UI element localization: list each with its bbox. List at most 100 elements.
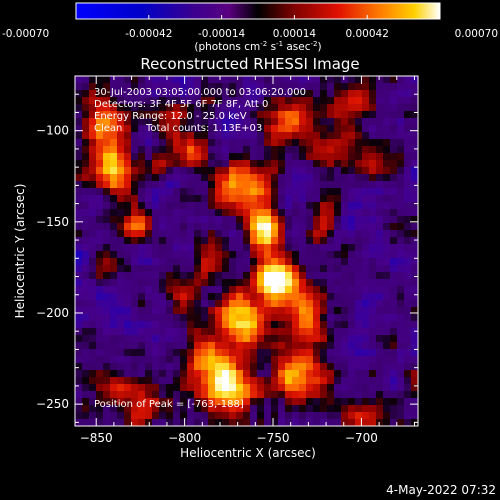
heatmap-cell <box>278 377 286 385</box>
heatmap-cell <box>166 286 174 294</box>
heatmap-cell <box>292 363 300 371</box>
heatmap-cell <box>131 118 139 126</box>
heatmap-cell <box>103 97 111 105</box>
heatmap-cell <box>138 76 146 84</box>
heatmap-cell <box>306 97 314 105</box>
heatmap-cell <box>89 90 97 98</box>
heatmap-cell <box>243 118 251 126</box>
heatmap-cell <box>292 328 300 336</box>
heatmap-cell <box>355 398 363 406</box>
heatmap-cell <box>208 125 216 133</box>
heatmap-cell <box>124 83 132 91</box>
heatmap-cell <box>264 111 272 119</box>
heatmap-cell <box>166 279 174 287</box>
heatmap-cell <box>264 146 272 154</box>
heatmap-cell <box>89 258 97 266</box>
heatmap-cell <box>243 363 251 371</box>
heatmap-cell <box>390 398 398 406</box>
heatmap-cell <box>383 279 391 287</box>
heatmap-cell <box>313 335 321 343</box>
heatmap-cell <box>278 321 286 329</box>
heatmap-cell <box>131 125 139 133</box>
heatmap-cell <box>264 83 272 91</box>
heatmap-cell <box>320 272 328 280</box>
heatmap-cell <box>313 195 321 203</box>
heatmap-cell <box>299 356 307 364</box>
heatmap-cell <box>313 202 321 210</box>
heatmap-cell <box>404 377 412 385</box>
heatmap-cell <box>159 76 167 84</box>
heatmap-cell <box>166 132 174 140</box>
heatmap-cell <box>124 230 132 238</box>
heatmap-cell <box>187 349 195 357</box>
heatmap-cell <box>264 342 272 350</box>
heatmap-cell <box>180 384 188 392</box>
heatmap-cell <box>250 279 258 287</box>
heatmap-cell <box>96 237 104 245</box>
heatmap-cell <box>215 300 223 308</box>
heatmap-cell <box>110 258 118 266</box>
heatmap-cell <box>215 272 223 280</box>
heatmap-cell <box>306 202 314 210</box>
heatmap-cell <box>355 321 363 329</box>
heatmap-cell <box>96 314 104 322</box>
heatmap-cell <box>215 83 223 91</box>
heatmap-cell <box>117 216 125 224</box>
heatmap-cell <box>271 167 279 175</box>
heatmap-cell <box>131 139 139 147</box>
heatmap-cell <box>278 384 286 392</box>
heatmap-cell <box>348 223 356 231</box>
heatmap-cell <box>348 97 356 105</box>
heatmap-cell <box>292 83 300 91</box>
heatmap-cell <box>236 132 244 140</box>
heatmap-cell <box>138 335 146 343</box>
heatmap-cell <box>236 293 244 301</box>
heatmap-cell <box>194 384 202 392</box>
heatmap-cell <box>222 412 230 420</box>
heatmap-cell <box>355 118 363 126</box>
heatmap-cell <box>404 412 412 420</box>
heatmap-cell <box>376 265 384 273</box>
heatmap-cell <box>103 195 111 203</box>
heatmap-cell <box>187 419 195 426</box>
heatmap-cell <box>124 419 132 426</box>
heatmap-cell <box>145 181 153 189</box>
heatmap-cell <box>124 146 132 154</box>
heatmap-cell <box>397 342 405 350</box>
heatmap-cell <box>376 216 384 224</box>
heatmap-cell <box>103 384 111 392</box>
heatmap-cell <box>110 279 118 287</box>
heatmap-cell <box>313 293 321 301</box>
heatmap-cell <box>110 286 118 294</box>
heatmap-cell <box>194 391 202 399</box>
heatmap-cell <box>138 118 146 126</box>
heatmap-cell <box>131 104 139 112</box>
heatmap-cell <box>117 272 125 280</box>
heatmap-cell <box>173 146 181 154</box>
heatmap-cell <box>103 405 111 413</box>
heatmap-cell <box>299 272 307 280</box>
heatmap-cell <box>341 370 349 378</box>
heatmap-cell <box>236 314 244 322</box>
heatmap-cell <box>82 293 90 301</box>
heatmap-cell <box>355 279 363 287</box>
heatmap-cell <box>194 412 202 420</box>
heatmap-cell <box>159 307 167 315</box>
heatmap-cell <box>264 272 272 280</box>
heatmap-cell <box>397 111 405 119</box>
heatmap-cell <box>89 342 97 350</box>
heatmap-cell <box>320 118 328 126</box>
heatmap-cell <box>292 258 300 266</box>
heatmap-cell <box>334 391 342 399</box>
heatmap-cell <box>236 391 244 399</box>
heatmap-cell <box>376 405 384 413</box>
heatmap-cell <box>369 181 377 189</box>
heatmap-cell <box>271 223 279 231</box>
heatmap-cell <box>390 90 398 98</box>
heatmap-cell <box>229 174 237 182</box>
heatmap-cell <box>320 174 328 182</box>
heatmap-cell <box>404 314 412 322</box>
heatmap-cell <box>236 230 244 238</box>
heatmap-cell <box>383 118 391 126</box>
heatmap-cell <box>243 139 251 147</box>
